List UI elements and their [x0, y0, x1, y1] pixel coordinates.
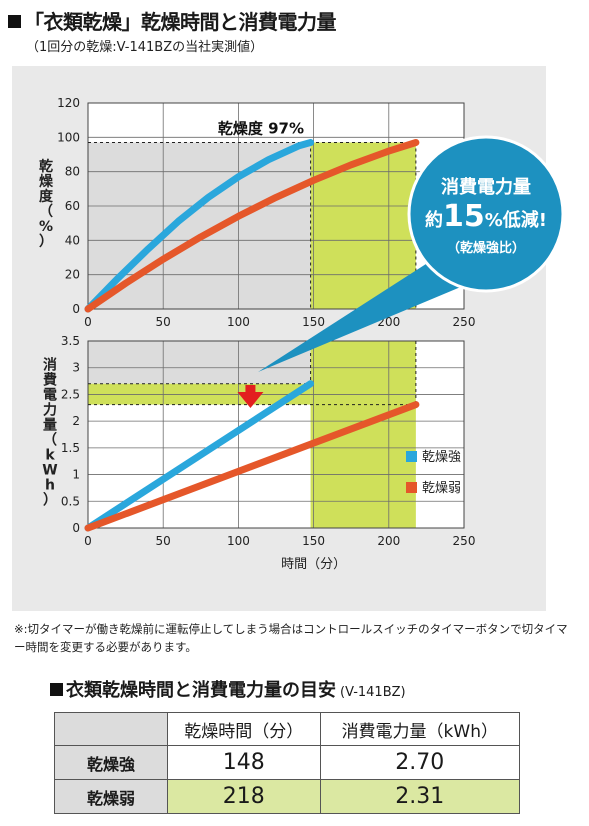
table-header-power: 消費電力量（kWh） [319, 712, 521, 746]
summary-table: 乾燥時間（分） 消費電力量（kWh） 乾燥強 148 2.70 乾燥弱 218 … [54, 712, 521, 814]
y-tick-label: 2.5 [61, 387, 80, 401]
legend-label: 乾燥弱 [422, 481, 461, 496]
highlight-region [310, 142, 416, 309]
callout-line1: 消費電力量 [441, 176, 531, 198]
y-tick-label: 1 [72, 468, 80, 482]
table-corner [54, 712, 168, 746]
table-row: 乾燥弱 218 2.31 [54, 779, 521, 814]
callout-bubble [407, 135, 565, 293]
plot-frame [87, 340, 465, 529]
y-tick-label: 0 [72, 521, 80, 535]
legend-label: 乾燥強 [422, 450, 461, 465]
highlight-region [310, 341, 416, 528]
bullet-square [50, 683, 63, 696]
annotation-label: 乾燥度 97% [218, 119, 304, 137]
x-tick-label: 150 [302, 534, 325, 548]
table-model: (V-141BZ) [340, 685, 406, 700]
series-line-strong [84, 380, 315, 532]
reduction-arrow-head [237, 392, 264, 408]
y-tick-label: 20 [65, 268, 80, 282]
table-row-label: 乾燥弱 [54, 779, 168, 814]
legend-swatch [406, 482, 417, 493]
series-line-weak [84, 401, 420, 532]
y-tick-label: 80 [65, 165, 80, 179]
series-line-strong [84, 139, 315, 313]
table-row: 乾燥強 148 2.70 [54, 745, 521, 780]
x-axis-label: 時間（分） [281, 557, 346, 572]
reduction-arrow-shaft [245, 385, 256, 393]
x-tick-label: 50 [156, 315, 171, 329]
y-tick-label: 100 [57, 130, 80, 144]
series-line-weak [84, 139, 420, 313]
y-tick-label: 60 [65, 199, 80, 213]
table-title-text: 衣類乾燥時間と消費電力量の目安 [66, 680, 336, 701]
y-tick-label: 2 [72, 414, 80, 428]
table-header-row: 乾燥時間（分） 消費電力量（kWh） [54, 712, 521, 746]
table-header-time: 乾燥時間（分） [167, 712, 321, 746]
callout-line2: 約15%低減! [425, 199, 547, 234]
legend-swatch [406, 451, 417, 462]
y-tick-label: 3 [72, 361, 80, 375]
x-tick-label: 250 [453, 315, 476, 329]
x-tick-label: 150 [302, 315, 325, 329]
page-subtitle: （1回分の乾燥:V-141BZの当社実測値） [26, 40, 264, 55]
footnote: ※:切タイマーが働き乾燥前に運転停止してしまう場合はコントロールスイッチのタイマ… [14, 622, 568, 654]
y-tick-label: 3.5 [61, 334, 80, 348]
x-tick-label: 0 [84, 534, 92, 548]
y-tick-label: 40 [65, 233, 80, 247]
y-tick-label: 0.5 [61, 494, 80, 508]
y-tick-label: 0 [72, 302, 80, 316]
y-axis-label: 乾燥度（%） [39, 158, 54, 250]
table-row-label: 乾燥強 [54, 745, 168, 780]
x-tick-label: 0 [84, 315, 92, 329]
x-tick-label: 250 [453, 534, 476, 548]
y-tick-label: 120 [57, 96, 80, 110]
table-cell-time: 148 [167, 745, 321, 780]
x-tick-label: 200 [377, 534, 400, 548]
x-tick-label: 100 [227, 315, 250, 329]
page-title-text: 「衣類乾燥」乾燥時間と消費電力量 [24, 10, 337, 34]
table-title: 衣類乾燥時間と消費電力量の目安 (V-141BZ) [50, 676, 406, 702]
callout-pointer [258, 255, 463, 372]
table-cell-power: 2.31 [319, 779, 521, 814]
x-tick-label: 100 [227, 534, 250, 548]
bullet-square [8, 15, 21, 28]
page-title: 「衣類乾燥」乾燥時間と消費電力量 [8, 6, 337, 35]
table-cell-time: 218 [167, 779, 321, 814]
callout-line3: （乾燥強比） [447, 240, 525, 256]
table-cell-power: 2.70 [319, 745, 521, 780]
y-tick-label: 1.5 [61, 441, 80, 455]
x-tick-label: 50 [156, 534, 171, 548]
